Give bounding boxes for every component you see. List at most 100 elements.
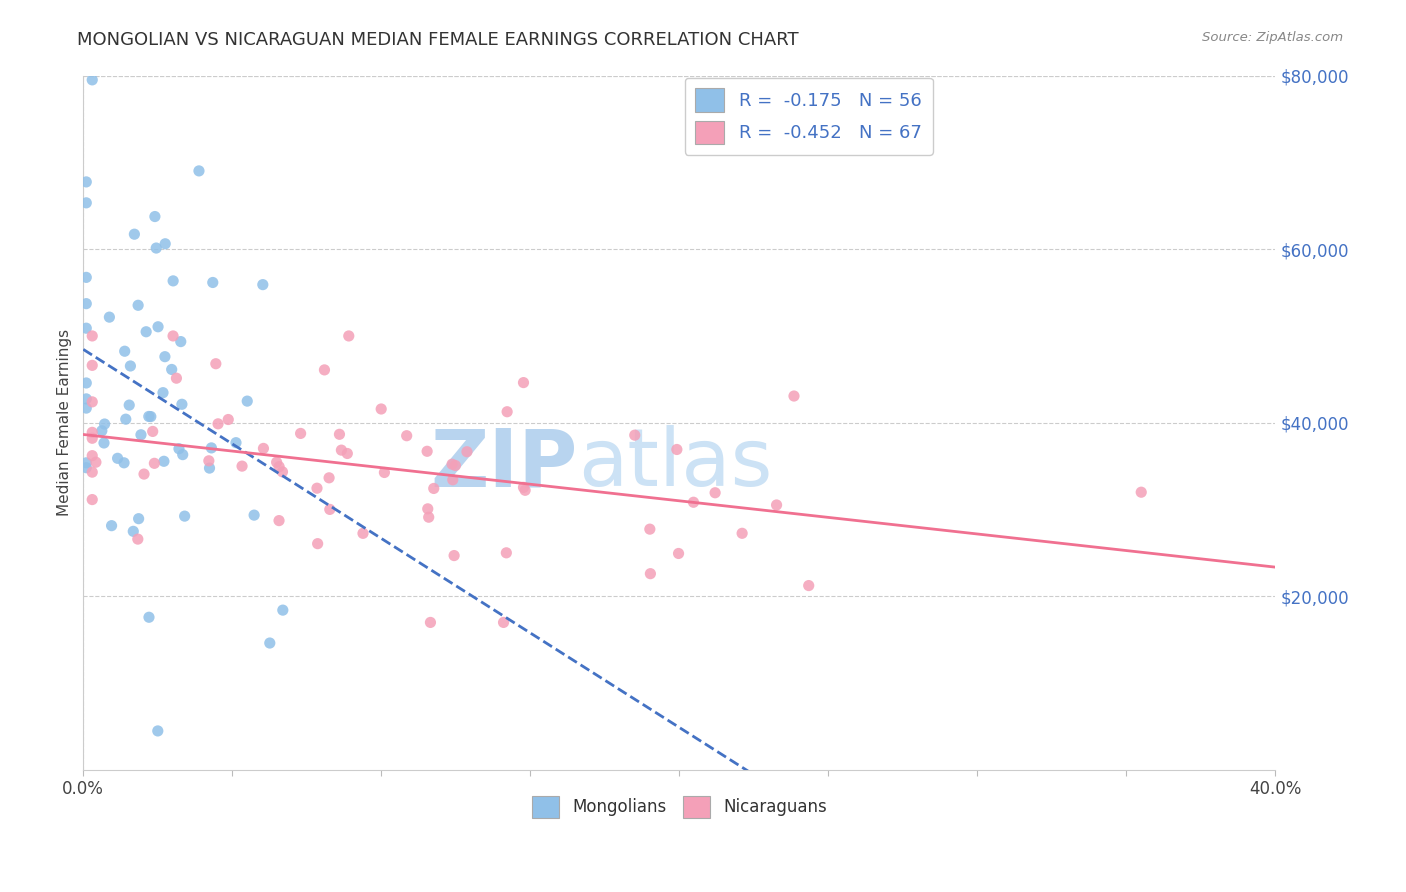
Point: [271, 603, 294, 617]
Point: [170, 334, 193, 349]
Point: [200, 441, 222, 455]
Point: [495, 546, 517, 560]
Point: [623, 428, 645, 442]
Point: [638, 522, 661, 536]
Point: [416, 444, 439, 458]
Point: [441, 473, 464, 487]
Point: [162, 274, 184, 288]
Point: [337, 329, 360, 343]
Point: [143, 456, 166, 470]
Point: [259, 636, 281, 650]
Point: [328, 427, 350, 442]
Point: [135, 325, 157, 339]
Point: [82, 449, 104, 463]
Point: [512, 376, 534, 390]
Point: [146, 319, 169, 334]
Point: [290, 426, 312, 441]
Point: [155, 236, 177, 251]
Point: [75, 296, 97, 310]
Text: atlas: atlas: [578, 425, 772, 503]
Point: [731, 526, 754, 541]
Point: [207, 417, 229, 431]
Point: [143, 210, 166, 224]
Point: [205, 357, 228, 371]
Point: [217, 412, 239, 426]
Point: [682, 495, 704, 509]
Point: [82, 359, 104, 373]
Point: [443, 549, 465, 563]
Point: [1130, 485, 1153, 500]
Point: [82, 425, 104, 440]
Point: [75, 456, 97, 470]
Point: [231, 459, 253, 474]
Point: [82, 465, 104, 479]
Point: [456, 444, 478, 458]
Point: [167, 442, 190, 456]
Point: [198, 454, 221, 468]
Point: [82, 395, 104, 409]
Point: [146, 723, 169, 738]
Point: [198, 461, 221, 475]
Point: [75, 195, 97, 210]
Point: [441, 457, 464, 471]
Point: [252, 442, 274, 456]
Point: [395, 428, 418, 442]
Point: [423, 482, 446, 496]
Point: [314, 363, 336, 377]
Point: [82, 492, 104, 507]
Point: [416, 501, 439, 516]
Point: [640, 566, 662, 581]
Point: [269, 459, 291, 474]
Point: [201, 276, 224, 290]
Point: [93, 417, 115, 431]
Point: [75, 270, 97, 285]
Point: [267, 514, 290, 528]
Point: [319, 502, 342, 516]
Point: [75, 175, 97, 189]
Point: [107, 451, 129, 466]
Point: [84, 455, 107, 469]
Point: [100, 518, 122, 533]
Point: [90, 424, 112, 438]
Point: [138, 409, 160, 424]
Point: [132, 467, 155, 481]
Point: [82, 431, 104, 445]
Point: [668, 546, 690, 560]
Point: [797, 578, 820, 592]
Point: [75, 392, 97, 406]
Point: [138, 610, 160, 624]
Point: [225, 435, 247, 450]
Legend: Mongolians, Nicaraguans: Mongolians, Nicaraguans: [526, 789, 834, 824]
Point: [152, 385, 174, 400]
Point: [112, 456, 135, 470]
Point: [114, 412, 136, 426]
Point: [120, 359, 142, 373]
Point: [513, 483, 536, 498]
Point: [170, 397, 193, 411]
Point: [75, 321, 97, 335]
Point: [142, 425, 165, 439]
Point: [243, 508, 266, 522]
Point: [765, 498, 787, 512]
Point: [419, 615, 441, 630]
Point: [75, 460, 97, 475]
Point: [188, 164, 211, 178]
Point: [160, 362, 183, 376]
Text: MONGOLIAN VS NICARAGUAN MEDIAN FEMALE EARNINGS CORRELATION CHART: MONGOLIAN VS NICARAGUAN MEDIAN FEMALE EA…: [77, 31, 799, 49]
Point: [98, 310, 121, 325]
Point: [128, 511, 150, 525]
Point: [153, 454, 176, 468]
Point: [127, 298, 149, 312]
Text: Source: ZipAtlas.com: Source: ZipAtlas.com: [1202, 31, 1343, 45]
Point: [492, 615, 515, 630]
Point: [145, 241, 167, 255]
Point: [665, 442, 688, 457]
Point: [93, 436, 115, 450]
Point: [336, 446, 359, 460]
Point: [82, 73, 104, 87]
Point: [124, 227, 146, 242]
Point: [305, 481, 328, 495]
Point: [173, 509, 195, 524]
Point: [129, 427, 152, 442]
Point: [82, 329, 104, 343]
